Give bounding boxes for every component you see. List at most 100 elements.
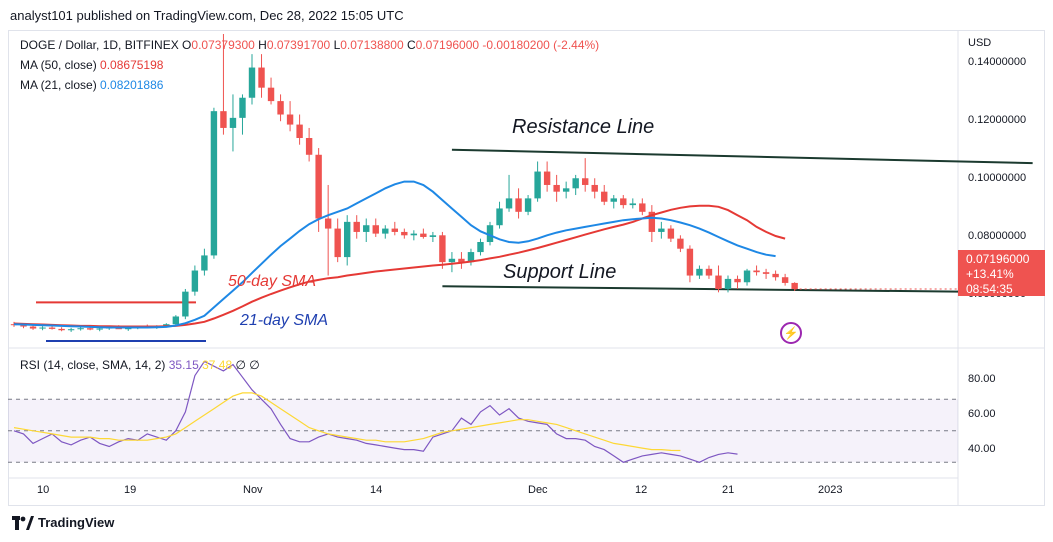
resistance-line <box>451 148 1033 165</box>
time-tick: 21 <box>722 484 735 496</box>
time-tick: 19 <box>124 484 137 496</box>
candle-body <box>344 221 351 258</box>
open-label: O <box>182 38 192 52</box>
published-line: analyst101 published on TradingView.com,… <box>10 8 404 23</box>
last-price-tag: 0.07196000 +13.41% 08:54:35 <box>958 250 1045 296</box>
candle-body <box>77 328 84 330</box>
low-label: L <box>333 38 341 52</box>
rsi-sma-line <box>13 392 681 452</box>
rsi-sma-value: 37.48 <box>202 358 233 372</box>
support-line-label: Support Line <box>503 261 617 283</box>
candle-body <box>125 328 132 330</box>
symbol-label[interactable]: DOGE / Dollar, 1D, BITFINEX <box>20 38 179 52</box>
ma21-value: 0.08201886 <box>100 78 164 92</box>
candle-body <box>762 272 770 274</box>
rsi-tick: 60.00 <box>968 408 996 420</box>
candle-body <box>572 178 579 189</box>
close-value: 0.07196000 <box>415 38 480 52</box>
time-tick: 14 <box>370 484 383 496</box>
lightning-icon[interactable]: ⚡ <box>780 322 802 344</box>
tradingview-logo[interactable]: TradingView <box>12 515 114 530</box>
candle-body <box>696 268 703 276</box>
candle-body <box>210 111 218 256</box>
time-tick: Nov <box>243 484 263 496</box>
candle-body <box>620 198 627 206</box>
candle-body <box>524 198 532 212</box>
ma21-legend[interactable]: MA (21, close) 0.08201886 <box>20 78 163 92</box>
candle-body <box>286 114 294 125</box>
sma21-annotation: 21-day SMA <box>240 312 329 329</box>
candle-body <box>296 124 303 138</box>
candle-body <box>29 326 37 329</box>
price-tick: 0.12000000 <box>968 114 1027 126</box>
candle-body <box>601 191 608 202</box>
candle-body <box>324 218 332 229</box>
candle-body <box>48 327 56 329</box>
candle-body <box>220 111 227 128</box>
candle-body <box>781 277 789 283</box>
rsi-value: 35.15 <box>168 358 199 372</box>
ma50-legend[interactable]: MA (50, close) 0.08675198 <box>20 58 163 72</box>
high-value: 0.07391700 <box>266 38 331 52</box>
candle-body <box>439 235 446 263</box>
candle-body <box>229 117 237 128</box>
candle-body <box>715 275 722 289</box>
candle-body <box>772 273 779 278</box>
candle-body <box>391 228 398 232</box>
rsi-tick: 80.00 <box>968 373 996 385</box>
candle-body <box>267 87 275 102</box>
candle-body <box>515 198 522 212</box>
change-value: -0.00180200 (-2.44%) <box>482 38 600 52</box>
candle-body <box>477 242 484 253</box>
rsi-tick: 40.00 <box>968 443 996 455</box>
candle-body <box>458 258 465 263</box>
candle-body <box>677 238 684 249</box>
price-change-percent: +13.41% <box>966 267 1014 281</box>
candle-body <box>363 225 370 232</box>
currency-label[interactable]: USD <box>968 37 992 49</box>
time-tick: 2023 <box>818 484 843 496</box>
candle-body <box>467 252 475 263</box>
bar-countdown: 08:54:35 <box>966 282 1013 296</box>
ma50-line <box>13 204 786 328</box>
candle-body <box>277 101 284 115</box>
candle-body <box>648 211 656 232</box>
price-tick: 0.10000000 <box>968 172 1027 184</box>
candle-body <box>753 270 760 273</box>
sma50-annotation: 50-day SMA <box>228 273 317 290</box>
candle-body <box>239 97 246 118</box>
ma21-label: MA (21, close) <box>20 78 97 92</box>
candle-body <box>86 328 94 330</box>
candle-body <box>429 235 437 237</box>
candle-body <box>353 221 360 232</box>
candle-body <box>791 282 798 289</box>
candle-body <box>182 291 189 317</box>
resistance-line-label: Resistance Line <box>512 116 655 138</box>
candle-body <box>372 225 379 234</box>
candle-body <box>543 171 551 185</box>
ma21-line <box>13 180 776 329</box>
open-value: 0.07379300 <box>191 38 255 52</box>
candle-body <box>562 188 570 192</box>
tv-logo-icon <box>12 515 34 530</box>
candle-body <box>67 329 75 331</box>
candle-body <box>191 270 199 292</box>
candle-body <box>20 325 27 327</box>
candle-body <box>505 198 513 209</box>
candle-body <box>553 184 560 192</box>
candle-body <box>39 327 46 329</box>
rsi-legend[interactable]: RSI (14, close, SMA, 14, 2) 35.15 37.48 … <box>20 358 260 372</box>
ma50-label: MA (50, close) <box>20 58 97 72</box>
candle-body <box>658 228 665 232</box>
candle-body <box>248 67 256 98</box>
price-tick: 0.14000000 <box>968 56 1027 68</box>
close-label: C <box>407 38 416 52</box>
candle-body <box>401 231 408 236</box>
time-tick: Dec <box>528 484 548 496</box>
candle-body <box>410 233 418 236</box>
candle-body <box>743 270 751 283</box>
candle-body <box>705 268 713 276</box>
price-tick: 0.08000000 <box>968 230 1027 242</box>
candle-body <box>591 184 598 192</box>
